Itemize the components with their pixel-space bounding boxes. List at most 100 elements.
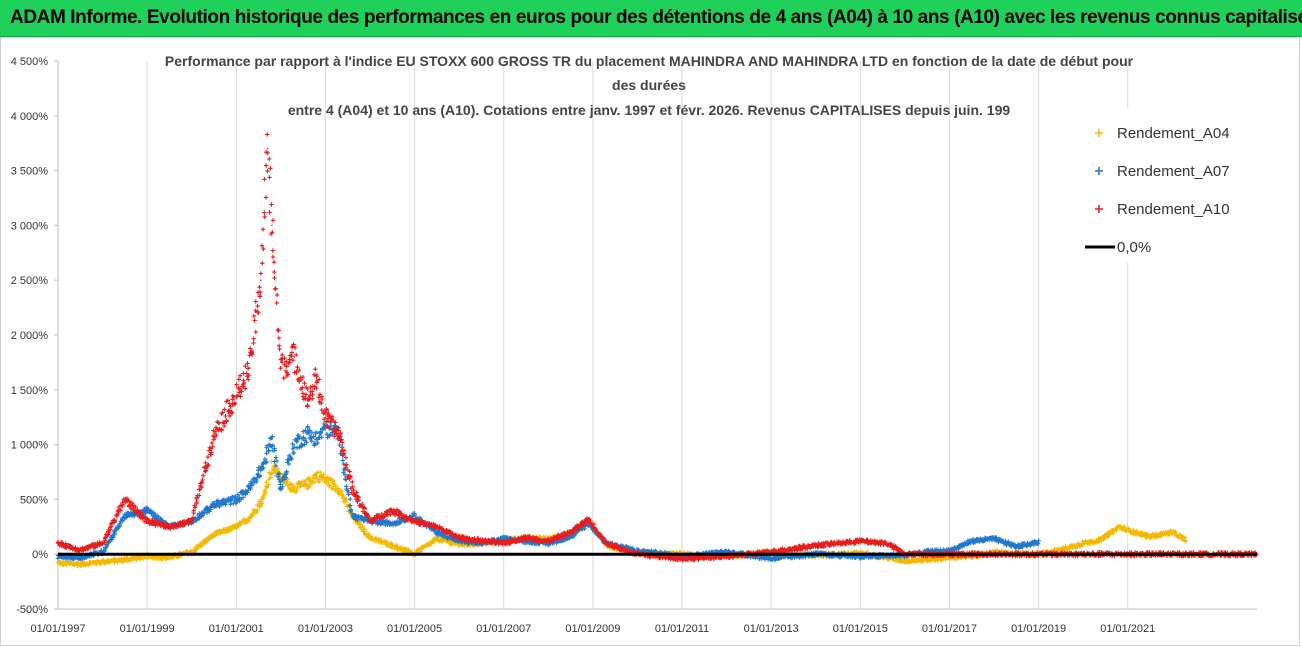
x-tick-label: 01/01/2011 <box>655 623 709 635</box>
chart-frame: 01/01/1997 01/01/1999 01/01/2001 01/01/2003… <box>0 37 1300 646</box>
data-point <box>101 551 104 553</box>
data-point <box>458 536 460 539</box>
data-point <box>725 555 728 558</box>
chart-legend: Rendement_A04 Rendement_A07 Rendement_A10 0… <box>1071 108 1261 263</box>
data-point <box>391 522 394 525</box>
data-point <box>146 555 148 558</box>
data-point <box>293 487 296 490</box>
chart-title-line-1: Performance par rapport à l'indice EU ST… <box>165 53 1134 69</box>
data-point <box>1015 545 1018 548</box>
legend-label: 0,0% <box>1117 239 1151 256</box>
data-point <box>391 544 394 547</box>
x-tick-label: 01/01/2021 <box>1100 623 1155 635</box>
data-point <box>681 557 683 560</box>
data-point <box>725 551 728 553</box>
data-point <box>904 559 906 562</box>
data-point <box>970 540 973 542</box>
x-tick-label: 01/01/2019 <box>1011 623 1066 635</box>
y-tick-label: 500% <box>20 494 48 506</box>
data-point <box>57 555 59 558</box>
data-point <box>569 531 572 534</box>
data-point <box>248 517 251 519</box>
data-point <box>605 542 608 545</box>
data-point <box>770 551 772 553</box>
y-tick-label: 1 500% <box>11 385 49 397</box>
data-point <box>306 483 309 485</box>
data-point <box>436 531 438 534</box>
data-point <box>1118 526 1120 528</box>
data-point <box>1171 531 1174 534</box>
data-point <box>146 509 148 512</box>
data-point <box>271 438 273 440</box>
data-point <box>1037 541 1040 543</box>
data-point <box>1100 539 1102 541</box>
data-point <box>324 416 327 419</box>
data-point <box>351 515 353 517</box>
legend-entry: Rendement_A10 <box>1095 201 1230 218</box>
x-tick-label: 01/01/2001 <box>209 623 264 635</box>
data-point <box>1149 535 1151 538</box>
data-point <box>79 556 82 559</box>
x-tick-label: 01/01/2007 <box>476 623 531 635</box>
data-point <box>235 394 238 397</box>
y-tick-label: -500% <box>16 604 48 616</box>
data-point <box>369 536 371 539</box>
data-point <box>190 551 193 553</box>
data-point <box>168 556 171 559</box>
x-tick-label: 01/01/1999 <box>120 623 175 635</box>
report-banner: ADAM Informe. Evolution historique des p… <box>0 0 1302 37</box>
data-point <box>79 563 82 565</box>
data-point <box>351 487 353 490</box>
data-point <box>1126 529 1129 531</box>
data-point <box>315 378 318 380</box>
y-tick-label: 4 500% <box>11 56 49 68</box>
data-point <box>587 518 590 520</box>
chart-title: Performance par rapport à l'indice EU ST… <box>165 53 1134 118</box>
y-tick-label: 3 500% <box>11 166 49 178</box>
legend-box <box>1071 108 1261 263</box>
data-point <box>413 520 416 523</box>
legend-entry: Rendement_A04 <box>1095 125 1230 142</box>
data-point <box>413 515 416 517</box>
data-point <box>859 540 862 542</box>
data-point <box>525 536 527 539</box>
data-point <box>338 432 340 435</box>
legend-entry: Rendement_A07 <box>1095 163 1230 180</box>
data-point <box>306 399 309 402</box>
legend-marker <box>1095 129 1103 137</box>
data-point <box>101 542 104 545</box>
data-point <box>993 538 995 540</box>
data-point <box>168 526 171 528</box>
x-tick-label: 01/01/2015 <box>833 623 888 635</box>
data-point <box>338 487 340 490</box>
data-point <box>280 487 282 490</box>
legend-label: Rendement_A04 <box>1117 125 1230 142</box>
data-point <box>480 540 483 542</box>
data-point <box>124 498 126 501</box>
data-point <box>436 538 438 540</box>
data-point <box>770 557 772 560</box>
data-point <box>547 540 550 542</box>
legend-entry-zero: 0,0% <box>1085 239 1151 256</box>
data-point <box>369 520 371 523</box>
data-point <box>293 443 296 446</box>
data-point <box>306 432 309 435</box>
x-tick-label: 01/01/2009 <box>565 623 620 635</box>
data-point <box>235 498 238 501</box>
chart-title-line-2: des durées <box>612 77 686 93</box>
x-tick-label: 01/01/2003 <box>298 623 353 635</box>
data-point <box>1060 549 1062 551</box>
data-point <box>146 520 148 523</box>
data-point <box>926 558 928 561</box>
y-tick-label: 1 000% <box>11 440 49 452</box>
data-point <box>124 515 126 517</box>
data-point <box>502 542 505 545</box>
data-point <box>280 367 282 369</box>
data-point <box>271 465 273 468</box>
grid-layer <box>57 61 1129 609</box>
axis-layer: 01/01/1997 01/01/1999 01/01/2001 01/01/2003… <box>11 56 1257 635</box>
y-tick-label: 2 500% <box>11 275 49 287</box>
data-point <box>190 520 193 523</box>
x-tick-label: 01/01/1997 <box>30 623 85 635</box>
data-point <box>391 509 394 512</box>
